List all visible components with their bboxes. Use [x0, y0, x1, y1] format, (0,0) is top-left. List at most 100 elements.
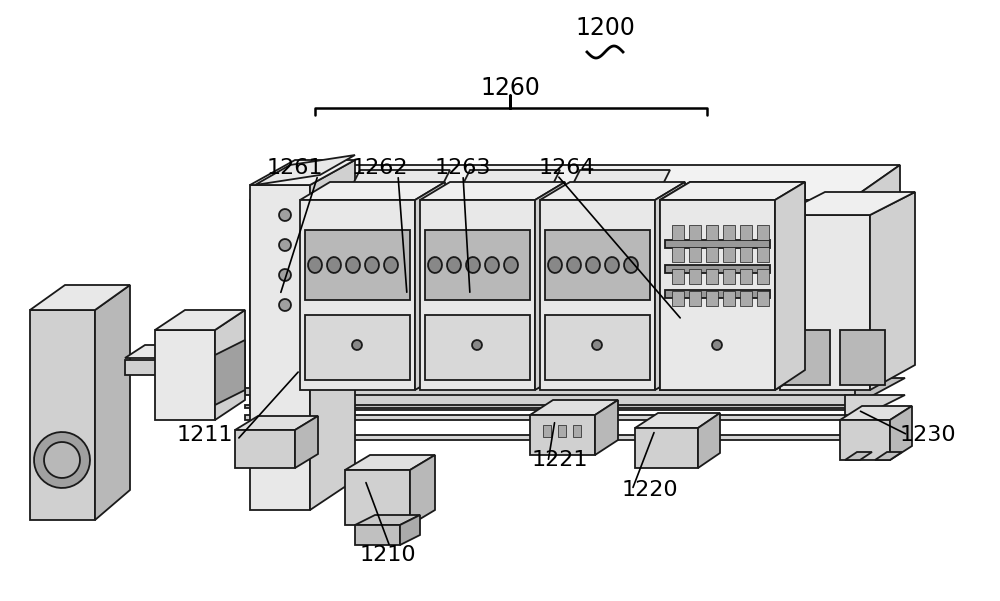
- Bar: [672, 225, 684, 240]
- Bar: [672, 269, 684, 284]
- Polygon shape: [545, 230, 650, 300]
- Bar: [706, 291, 718, 306]
- Polygon shape: [155, 330, 215, 420]
- Text: 1211: 1211: [177, 425, 233, 445]
- Polygon shape: [279, 299, 291, 311]
- Polygon shape: [215, 340, 245, 405]
- Bar: [665, 265, 770, 273]
- Polygon shape: [665, 315, 770, 380]
- Polygon shape: [850, 165, 900, 390]
- Polygon shape: [365, 257, 379, 273]
- Text: 1230: 1230: [900, 425, 956, 445]
- Bar: [757, 269, 769, 284]
- Bar: [665, 290, 770, 298]
- Polygon shape: [355, 525, 400, 545]
- Polygon shape: [279, 269, 291, 281]
- Polygon shape: [660, 200, 775, 390]
- Polygon shape: [44, 442, 80, 478]
- Bar: [757, 291, 769, 306]
- Polygon shape: [840, 330, 885, 385]
- Polygon shape: [34, 432, 90, 488]
- Polygon shape: [586, 257, 600, 273]
- Polygon shape: [346, 257, 360, 273]
- Polygon shape: [447, 257, 461, 273]
- Bar: [740, 291, 752, 306]
- Polygon shape: [420, 182, 565, 200]
- Polygon shape: [30, 310, 95, 520]
- Bar: [723, 291, 735, 306]
- Polygon shape: [279, 209, 291, 221]
- Text: 1221: 1221: [532, 450, 588, 470]
- Polygon shape: [485, 257, 499, 273]
- Polygon shape: [300, 182, 445, 200]
- Polygon shape: [775, 182, 805, 390]
- Polygon shape: [540, 182, 685, 200]
- Bar: [573, 425, 581, 437]
- Bar: [723, 269, 735, 284]
- Polygon shape: [840, 420, 890, 460]
- Polygon shape: [308, 257, 322, 273]
- Bar: [689, 225, 701, 240]
- Bar: [723, 225, 735, 240]
- Bar: [665, 240, 770, 248]
- Polygon shape: [875, 452, 902, 460]
- Polygon shape: [345, 470, 410, 525]
- Text: 1263: 1263: [435, 158, 491, 178]
- Polygon shape: [624, 257, 638, 273]
- Polygon shape: [215, 310, 245, 420]
- Bar: [740, 269, 752, 284]
- Polygon shape: [235, 416, 318, 430]
- Text: 1200: 1200: [575, 16, 635, 40]
- Bar: [706, 225, 718, 240]
- Polygon shape: [540, 200, 655, 390]
- Polygon shape: [840, 406, 912, 420]
- Polygon shape: [384, 257, 398, 273]
- Polygon shape: [890, 406, 912, 460]
- Polygon shape: [428, 257, 442, 273]
- Polygon shape: [245, 415, 905, 440]
- Polygon shape: [410, 455, 435, 525]
- Polygon shape: [635, 428, 698, 468]
- Text: 1220: 1220: [622, 480, 678, 500]
- Bar: [672, 247, 684, 262]
- Polygon shape: [698, 413, 720, 468]
- Text: 1262: 1262: [352, 158, 408, 178]
- Polygon shape: [279, 239, 291, 251]
- Polygon shape: [245, 378, 905, 408]
- Polygon shape: [305, 315, 410, 380]
- Bar: [757, 225, 769, 240]
- Polygon shape: [530, 400, 618, 415]
- Polygon shape: [30, 285, 130, 310]
- Bar: [689, 247, 701, 262]
- Polygon shape: [345, 455, 435, 470]
- Bar: [672, 291, 684, 306]
- Text: 1264: 1264: [539, 158, 595, 178]
- Polygon shape: [660, 182, 805, 200]
- Polygon shape: [235, 430, 295, 468]
- Polygon shape: [125, 360, 205, 375]
- Polygon shape: [775, 182, 805, 390]
- Polygon shape: [245, 395, 905, 420]
- Polygon shape: [415, 182, 445, 390]
- Polygon shape: [250, 185, 310, 510]
- Polygon shape: [567, 257, 581, 273]
- Polygon shape: [350, 170, 450, 190]
- Polygon shape: [400, 515, 420, 545]
- Polygon shape: [300, 200, 415, 390]
- Polygon shape: [785, 330, 830, 385]
- Bar: [706, 247, 718, 262]
- Bar: [740, 225, 752, 240]
- Polygon shape: [780, 215, 870, 390]
- Polygon shape: [250, 165, 900, 200]
- Polygon shape: [592, 340, 602, 350]
- Polygon shape: [355, 515, 420, 525]
- Polygon shape: [352, 340, 362, 350]
- Bar: [689, 291, 701, 306]
- Bar: [740, 247, 752, 262]
- Polygon shape: [545, 315, 650, 380]
- Polygon shape: [245, 368, 905, 395]
- Bar: [543, 425, 551, 437]
- Polygon shape: [305, 230, 410, 300]
- Polygon shape: [845, 452, 872, 460]
- Bar: [723, 247, 735, 262]
